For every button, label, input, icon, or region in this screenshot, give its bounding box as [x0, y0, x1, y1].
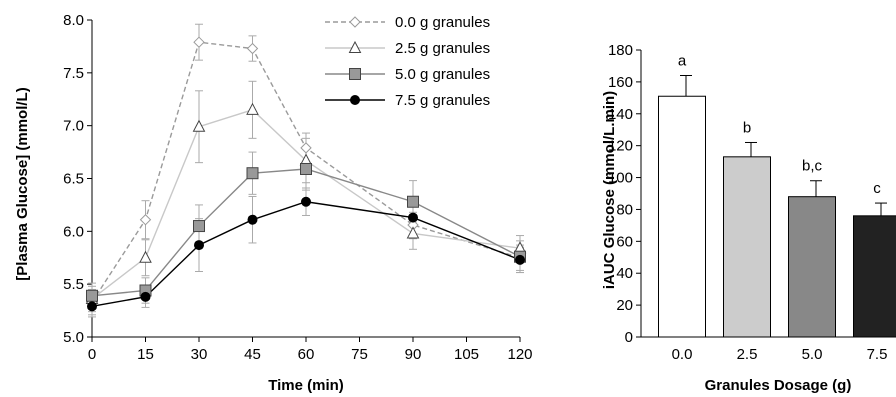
- data-point: [301, 196, 311, 207]
- bar-chart-axes: 0 20 40 60 80 100 120 140 160 180: [608, 42, 896, 346]
- legend-label: 0.0 g granules: [395, 14, 490, 31]
- legend-marker: [349, 68, 361, 80]
- bar-chart-x-axis-label: Granules Dosage (g): [705, 377, 852, 394]
- bar-chart: iAUC Glucose (mmol/L.min) Granules Dosag…: [601, 42, 896, 394]
- data-point: [246, 167, 259, 180]
- y-tick-label: 40: [616, 265, 633, 282]
- legend-marker: [349, 16, 361, 28]
- x-tick-label: 30: [191, 346, 208, 363]
- data-point: [515, 254, 525, 265]
- y-tick-label: 5.0: [63, 329, 84, 346]
- y-tick-label: 120: [608, 138, 633, 155]
- significance-label: b,c: [802, 158, 823, 175]
- y-tick-label: 6.5: [63, 171, 84, 188]
- x-tick-label: 120: [507, 346, 532, 363]
- line-chart: [Plasma Glucose] (mmol/L) Time (min) 5.0…: [14, 12, 533, 394]
- legend-label: 2.5 g granules: [395, 40, 490, 57]
- data-point: [194, 240, 204, 251]
- line-chart-legend: 0.0 g granules 2.5 g granules 5.0 g granul…: [325, 14, 490, 109]
- significance-label: b: [743, 119, 751, 136]
- y-tick-label: 0: [625, 329, 633, 346]
- x-tick-label: 5.0: [802, 346, 823, 363]
- y-tick-label: 8.0: [63, 12, 84, 29]
- y-tick-label: 20: [616, 297, 633, 314]
- x-tick-label: 2.5: [737, 346, 758, 363]
- data-point: [193, 36, 205, 48]
- x-tick-label: 0.0: [672, 346, 693, 363]
- data-point: [247, 214, 258, 225]
- significance-label: c: [873, 180, 881, 197]
- series-line: [91, 201, 521, 308]
- data-point: [246, 102, 259, 115]
- data-point: [193, 220, 205, 233]
- y-tick-label: 180: [608, 42, 633, 59]
- y-tick-label: 7.0: [63, 118, 84, 135]
- data-point: [86, 289, 98, 302]
- x-tick-label: 7.5: [867, 346, 888, 363]
- y-tick-label: 100: [608, 170, 633, 187]
- x-tick-label: 45: [244, 346, 261, 363]
- significance-label: a: [678, 53, 687, 70]
- data-point: [408, 212, 418, 223]
- bar: [723, 156, 771, 338]
- data-point: [406, 226, 420, 239]
- line-chart-y-axis-label: [Plasma Glucose] (mmol/L): [14, 87, 31, 280]
- data-point: [139, 250, 152, 263]
- data-point: [246, 42, 259, 55]
- data-point: [140, 291, 151, 302]
- data-point: [300, 142, 312, 154]
- data-point: [192, 119, 206, 132]
- bar-chart-bars: a 0.0 b 2.5 b,c 5.0 c 7.5: [658, 53, 896, 363]
- y-tick-label: 7.5: [63, 65, 84, 82]
- legend-label: 5.0 g granules: [395, 66, 490, 83]
- x-tick-label: 105: [454, 346, 479, 363]
- y-tick-label: 5.5: [63, 276, 84, 293]
- y-tick-label: 140: [608, 106, 633, 123]
- x-tick-label: 0: [88, 346, 96, 363]
- legend-marker: [350, 95, 360, 105]
- data-point: [87, 301, 97, 312]
- x-tick-label: 15: [137, 346, 154, 363]
- bar-chart-y-axis-label: iAUC Glucose (mmol/L.min): [601, 91, 618, 289]
- y-tick-label: 60: [616, 233, 633, 250]
- data-point: [407, 195, 419, 208]
- line-chart-axes: 5.0 5.5 6.0 6.5 7.0 7.5 8.0 0 15 30 45 60 75 90 105 120: [63, 12, 532, 363]
- bar: [788, 196, 836, 338]
- bar: [853, 215, 896, 338]
- y-tick-label: 80: [616, 201, 633, 218]
- data-point: [300, 162, 312, 175]
- x-tick-label: 75: [351, 346, 368, 363]
- bar: [658, 95, 706, 338]
- x-tick-label: 90: [405, 346, 422, 363]
- line-chart-x-axis-label: Time (min): [268, 377, 344, 394]
- data-point: [139, 214, 152, 226]
- legend-label: 7.5 g granules: [395, 92, 490, 109]
- line-chart-series: [85, 23, 527, 318]
- legend-marker: [348, 40, 362, 53]
- y-tick-label: 6.0: [63, 223, 84, 240]
- y-tick-label: 160: [608, 74, 633, 91]
- x-tick-label: 60: [298, 346, 315, 363]
